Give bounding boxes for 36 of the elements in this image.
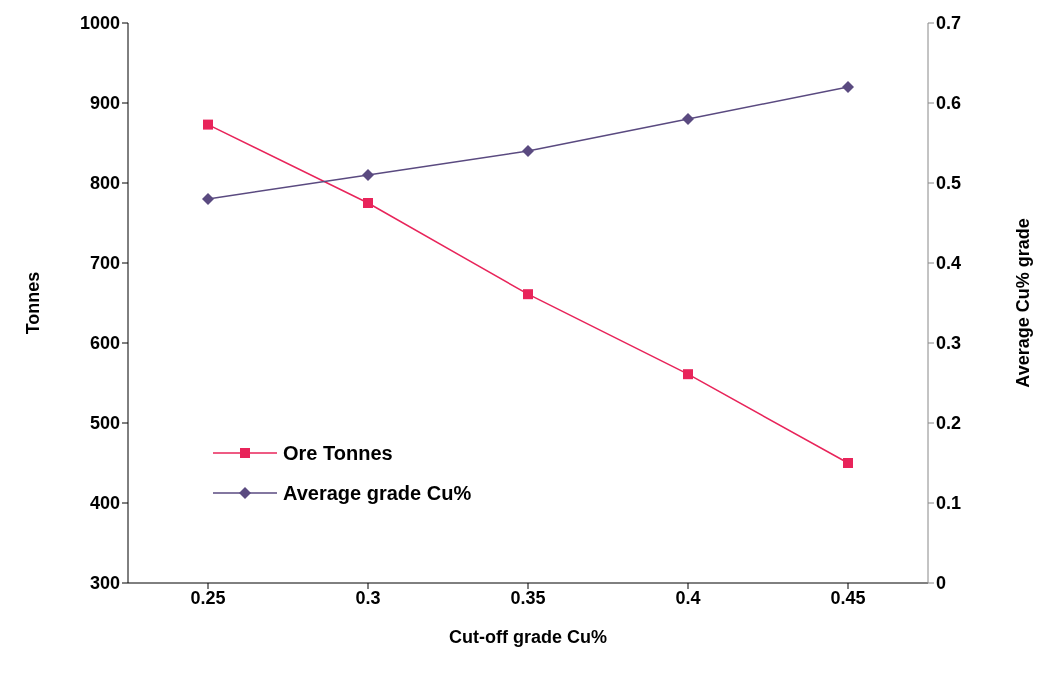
x-axis-title: Cut-off grade Cu% <box>449 627 607 647</box>
point <box>682 113 694 125</box>
y-axis-title: Tonnes <box>23 271 44 335</box>
y-tick-label: 600 <box>89 333 120 354</box>
y2-tick-label: 0.1 <box>936 493 962 514</box>
x-tick-label: 0.4 <box>675 587 701 608</box>
point <box>842 81 854 93</box>
x-tick-label: 0.45 <box>830 587 866 608</box>
y-tick-label: 400 <box>89 493 120 514</box>
point <box>203 119 213 130</box>
y-tick-label: 700 <box>89 253 120 274</box>
point <box>522 145 534 157</box>
y2-tick-label: 0.3 <box>936 333 962 354</box>
legend-label: Ore Tonnes <box>283 441 393 465</box>
y2-tick-label: 0 <box>936 573 947 594</box>
y2-tick-label: 0.6 <box>936 93 962 114</box>
x-tick-label: 0.25 <box>190 587 226 608</box>
y-tick-label: 900 <box>89 93 120 114</box>
y-tick-label: 300 <box>89 573 120 594</box>
point <box>363 198 373 208</box>
x-tick-label: 0.3 <box>355 587 381 608</box>
point <box>843 458 853 468</box>
y2-axis-title: Average Cu% grade <box>1013 218 1034 388</box>
y2-tick-label: 0.5 <box>936 173 962 194</box>
x-tick-label: 0.35 <box>510 587 546 608</box>
point <box>523 289 533 300</box>
y-tick-label: 800 <box>89 173 120 194</box>
y-tick-label: 1000 <box>79 13 120 34</box>
point <box>362 169 374 181</box>
legend-label: Average grade Cu% <box>283 481 472 505</box>
y2-tick-label: 0.4 <box>936 253 962 274</box>
point <box>683 369 693 380</box>
y2-tick-label: 0.2 <box>936 413 962 434</box>
y2-tick-label: 0.7 <box>936 13 962 34</box>
point <box>202 193 214 205</box>
y-tick-label: 500 <box>89 413 120 434</box>
